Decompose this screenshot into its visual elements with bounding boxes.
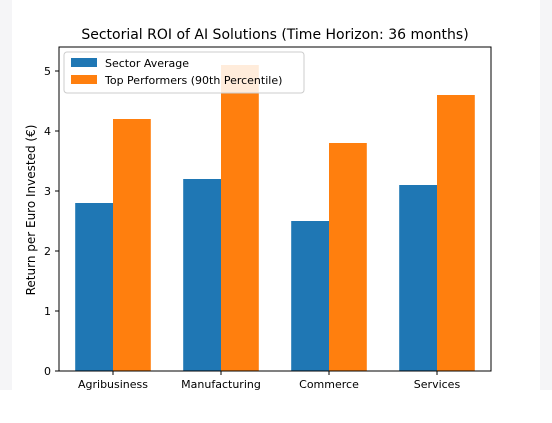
y-tick-label: 5: [44, 65, 51, 78]
legend-label: Top Performers (90th Percentile): [104, 74, 282, 87]
x-tick-label: Services: [414, 378, 461, 391]
bar-sector-average-agribusiness: [75, 203, 113, 371]
left-edge-strip: [0, 0, 12, 390]
legend-swatch: [71, 75, 97, 84]
legend-box: [63, 51, 305, 94]
legend-swatch: [71, 58, 97, 67]
axes-group: 0 1 2 3 4 5 Agribusiness Manufacturing Commerce S…: [44, 46, 492, 391]
legend: Sector Average Top Performers (90th Perce…: [63, 51, 305, 94]
right-edge-strip: [540, 0, 552, 390]
bar-sector-average-manufacturing: [183, 179, 221, 371]
bar-top-performers-agribusiness: [113, 119, 151, 371]
y-tick-label: 0: [44, 365, 51, 378]
bar-sector-average-services: [399, 185, 437, 371]
legend-label: Sector Average: [105, 57, 189, 70]
y-tick-label: 4: [44, 125, 51, 138]
y-tick-label: 3: [44, 185, 51, 198]
bar-top-performers-manufacturing: [221, 65, 259, 371]
plot-frame: [58, 46, 492, 372]
x-tick-label: Agribusiness: [78, 378, 148, 391]
bars-group: [75, 65, 475, 371]
y-tick-label: 1: [44, 305, 51, 318]
x-tick-label: Commerce: [299, 378, 359, 391]
bar-top-performers-commerce: [329, 143, 367, 371]
bar-sector-average-commerce: [291, 221, 329, 371]
x-tick-label: Manufacturing: [181, 378, 261, 391]
y-tick-label: 2: [44, 245, 51, 258]
bar-top-performers-services: [437, 95, 475, 371]
chart-title: Sectorial ROI of AI Solutions (Time Hori…: [81, 27, 468, 43]
y-axis-label: Return per Euro Invested (€): [24, 125, 38, 296]
